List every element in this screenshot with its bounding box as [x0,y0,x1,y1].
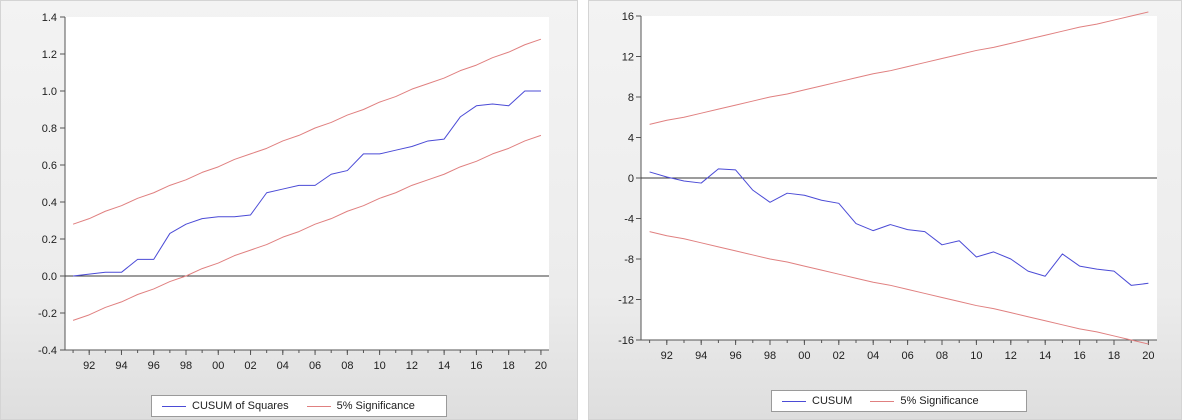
x-tick-label: 18 [503,360,515,372]
y-tick-label: -0.4 [38,345,57,357]
legend-label: 5% Significance [336,400,415,412]
y-tick-label: -0.2 [38,308,57,320]
x-tick-label: 16 [1073,350,1085,362]
cusum-squares-legend: CUSUM of Squares 5% Significance [151,395,447,417]
y-tick-label: 1.2 [42,49,57,61]
x-tick-label: 94 [695,350,707,362]
y-tick-label: 0.0 [42,271,57,283]
x-tick-label: 02 [833,350,845,362]
legend-item-cusum: CUSUM [782,395,852,407]
y-tick-label: -4 [624,214,634,226]
x-tick-label: 08 [341,360,353,372]
plot-area [65,17,549,350]
series-line-main [73,90,541,277]
series-line-significance-1 [649,11,1149,125]
legend-swatch-red [306,405,331,407]
x-tick-label: 12 [1005,350,1017,362]
x-tick-label: 00 [212,360,224,372]
y-tick-label: 1.0 [42,86,57,98]
series-line-main [649,168,1149,286]
x-tick-label: 14 [438,360,450,372]
x-tick-label: 14 [1039,350,1051,362]
x-tick-label: 92 [661,350,673,362]
legend-item-significance: 5% Significance [870,395,979,407]
series-line-significance-1 [72,38,542,225]
legend-label: CUSUM of Squares [192,400,289,412]
y-tick-label: 0.6 [42,160,57,172]
x-tick-label: 10 [970,350,982,362]
y-tick-label: 12 [622,52,634,64]
legend-swatch-blue [162,405,186,407]
y-tick-label: 16 [622,11,634,23]
x-tick-label: 12 [406,360,418,372]
x-tick-label: 98 [180,360,192,372]
legend-label: 5% Significance [900,395,979,407]
y-tick-label: -8 [624,254,634,266]
cusum-squares-chart: -0.4 -0.2 0.0 0.2 0.4 0.6 0.8 1.0 1.2 1.4 92 94 96 98… [38,12,549,372]
series-line-significance-2 [649,231,1149,345]
x-tick-label: 20 [535,360,547,372]
x-tick-label: 04 [277,360,289,372]
x-tick-label: 96 [729,350,741,362]
series-line-significance-2 [72,134,542,321]
x-tick-label: 02 [244,360,256,372]
y-tick-label: 0.4 [42,197,57,209]
legend-item-cusum-squares: CUSUM of Squares [162,400,289,412]
legend-item-significance: 5% Significance [306,400,415,412]
x-tick-label: 08 [936,350,948,362]
x-tick-label: 96 [148,360,160,372]
x-tick-label: 20 [1142,350,1154,362]
x-tick-label: 98 [764,350,776,362]
cusum-panel: -16 -12 -8 -4 0 4 8 12 16 92 94 96 98 00 02 04 06 08 10 12 1… [588,0,1182,420]
y-tick-label: -12 [618,295,634,307]
x-tick-label: 94 [115,360,127,372]
x-tick-label: 00 [798,350,810,362]
y-tick-label: 0 [628,173,634,185]
cusum-legend: CUSUM 5% Significance [771,390,1027,412]
x-tick-label: 10 [373,360,385,372]
y-tick-label: 0.2 [42,234,57,246]
y-tick-label: -16 [618,335,634,347]
legend-label: CUSUM [812,395,853,407]
y-tick-label: 0.8 [42,123,57,135]
y-tick-label: 8 [628,92,634,104]
x-tick-label: 04 [867,350,879,362]
y-tick-label: 1.4 [42,12,57,24]
y-tick-label: 4 [628,133,634,145]
legend-swatch-red [870,400,895,402]
legend-swatch-blue [782,400,806,402]
cusum-squares-panel: -0.4 -0.2 0.0 0.2 0.4 0.6 0.8 1.0 1.2 1.4 92 94 96 98… [0,0,578,420]
x-tick-label: 06 [309,360,321,372]
x-tick-label: 92 [83,360,95,372]
x-tick-label: 06 [901,350,913,362]
x-tick-label: 16 [470,360,482,372]
x-tick-label: 18 [1108,350,1120,362]
